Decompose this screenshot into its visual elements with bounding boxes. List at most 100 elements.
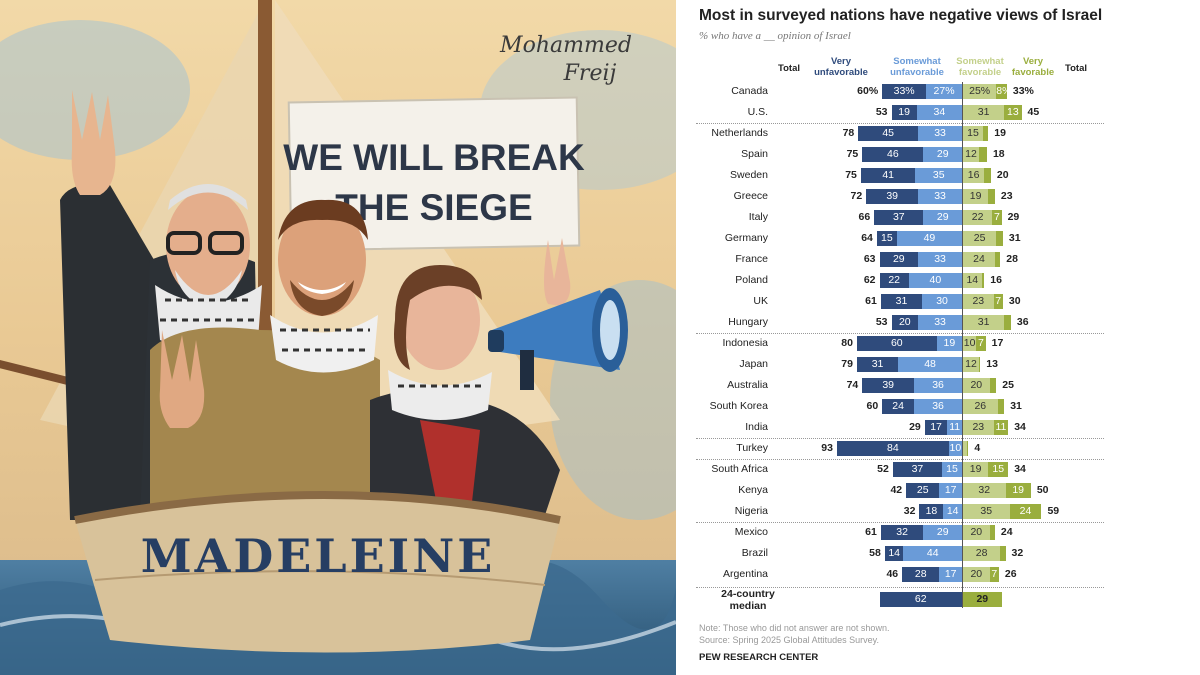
bar-very-favorable: 11 xyxy=(993,420,1009,435)
unfavorable-total: 60% xyxy=(857,85,879,97)
unfavorable-total: 52 xyxy=(877,463,889,475)
bar-somewhat-favorable: 16 xyxy=(963,168,985,183)
unfavorable-total: 64 xyxy=(861,232,873,244)
bar-very-favorable: 15 xyxy=(988,462,1009,477)
banner-line1: WE WILL BREAK xyxy=(283,137,585,178)
bar-somewhat-favorable: 32 xyxy=(963,483,1006,498)
bar-very-favorable: 19 xyxy=(1005,483,1031,498)
unfavorable-total: 61 xyxy=(865,295,877,307)
unfavorable-total: 62 xyxy=(863,274,876,286)
bar-very-favorable: 24 xyxy=(1009,504,1042,519)
header-somewhat-unfavorable: Somewhat unfavorable xyxy=(890,56,944,78)
bar-somewhat-unfavorable: 33 xyxy=(918,252,962,267)
country-label: South Africa xyxy=(711,463,768,475)
bar-somewhat-unfavorable: 29 xyxy=(923,525,962,540)
favorable-total: 36 xyxy=(1016,316,1029,328)
bar-somewhat-unfavorable: 14 xyxy=(943,504,962,519)
favorable-total: 19 xyxy=(994,127,1006,139)
favorable-total: 30 xyxy=(1008,295,1021,307)
chart-panel: Most in surveyed nations have negative v… xyxy=(676,0,1200,675)
person-young-man xyxy=(150,199,380,530)
favorable-total: 24 xyxy=(1000,526,1013,538)
bar-very-favorable: 7 xyxy=(992,210,1002,225)
unfavorable-total: 53 xyxy=(875,316,888,328)
bar-very-favorable xyxy=(997,399,1005,414)
unfavorable-total: 93 xyxy=(821,442,833,454)
bar-very-favorable xyxy=(1004,315,1011,330)
favorable-total: 45 xyxy=(1027,106,1040,118)
median-bar-favorable: 29 xyxy=(963,592,1002,607)
country-label: UK xyxy=(753,295,768,307)
country-label: Canada xyxy=(731,85,768,97)
bar-very-unfavorable: 39 xyxy=(866,189,919,204)
country-label: Mexico xyxy=(734,526,768,538)
bar-very-unfavorable: 20 xyxy=(891,315,919,330)
median-bar-unfavorable: 62 xyxy=(879,592,962,607)
bar-very-favorable xyxy=(994,252,1001,267)
country-label: U.S. xyxy=(747,106,768,118)
header-total-left: Total xyxy=(778,63,800,74)
bar-very-unfavorable: 31 xyxy=(880,294,923,309)
header-very-favorable: Very favorable xyxy=(1011,56,1055,78)
bar-somewhat-favorable: 10 xyxy=(963,336,977,351)
country-label: India xyxy=(745,421,768,433)
unfavorable-total: 46 xyxy=(886,568,899,580)
bar-very-unfavorable: 37 xyxy=(874,210,924,225)
bar-very-unfavorable: 33% xyxy=(882,84,927,99)
bar-very-favorable xyxy=(981,273,985,288)
bar-very-unfavorable: 28 xyxy=(902,567,940,582)
bar-somewhat-unfavorable: 33 xyxy=(918,126,962,141)
country-label: Poland xyxy=(735,274,768,286)
banner-line2: THE SIEGE xyxy=(335,187,532,228)
country-label: Spain xyxy=(741,148,768,160)
country-label: Hungary xyxy=(728,316,768,328)
unfavorable-total: 53 xyxy=(875,106,888,118)
country-label: Argentina xyxy=(723,568,768,580)
bar-very-favorable xyxy=(982,126,989,141)
watercolor-illustration: WE WILL BREAK THE SIEGE Mohammed Freij xyxy=(0,0,676,675)
country-label: Japan xyxy=(739,358,768,370)
bar-somewhat-unfavorable: 10 xyxy=(948,441,962,456)
bar-very-unfavorable: 29 xyxy=(879,252,919,267)
bar-somewhat-favorable: 23 xyxy=(963,294,994,309)
signature-line2: Freij xyxy=(563,61,617,86)
group-separator xyxy=(696,522,1104,523)
unfavorable-total: 29 xyxy=(909,421,921,433)
bar-somewhat-unfavorable: 19 xyxy=(936,336,962,351)
bar-very-favorable: 7 xyxy=(989,567,999,582)
bar-somewhat-favorable xyxy=(963,441,967,456)
bar-somewhat-unfavorable: 15 xyxy=(942,462,962,477)
favorable-total: 23 xyxy=(1000,190,1013,202)
bar-very-unfavorable: 18 xyxy=(919,504,944,519)
unfavorable-total: 32 xyxy=(903,505,916,517)
bar-somewhat-unfavorable: 44 xyxy=(903,546,962,561)
group-separator xyxy=(696,123,1104,124)
country-label: Italy xyxy=(748,211,768,223)
country-label: Kenya xyxy=(738,484,768,496)
bar-very-favorable: 8% xyxy=(996,84,1012,99)
megaphone-icon xyxy=(488,288,628,390)
bar-somewhat-unfavorable: 29 xyxy=(923,210,962,225)
favorable-total: 28 xyxy=(1006,253,1018,265)
signature-line1: Mohammed xyxy=(499,33,632,58)
bar-very-unfavorable: 32 xyxy=(880,525,924,540)
favorable-total: 33% xyxy=(1012,85,1034,97)
bar-somewhat-unfavorable: 33 xyxy=(918,189,962,204)
bar-very-favorable: 7 xyxy=(976,336,986,351)
bar-very-unfavorable: 22 xyxy=(879,273,909,288)
unfavorable-total: 66 xyxy=(858,211,871,223)
country-label: Sweden xyxy=(730,169,768,181)
bar-somewhat-unfavorable: 36 xyxy=(914,399,962,414)
favorable-total: 50 xyxy=(1036,484,1049,496)
bar-very-unfavorable: 14 xyxy=(884,546,904,561)
bar-very-unfavorable: 45 xyxy=(858,126,919,141)
favorable-total: 34 xyxy=(1014,421,1026,433)
favorable-total: 17 xyxy=(991,337,1004,349)
favorable-total: 31 xyxy=(1010,400,1022,412)
favorable-total: 34 xyxy=(1014,463,1026,475)
bar-very-unfavorable: 41 xyxy=(860,168,916,183)
bar-somewhat-favorable: 19 xyxy=(963,462,989,477)
bar-somewhat-unfavorable: 35 xyxy=(915,168,962,183)
country-label: Greece xyxy=(733,190,768,202)
bar-very-favorable xyxy=(978,357,981,372)
